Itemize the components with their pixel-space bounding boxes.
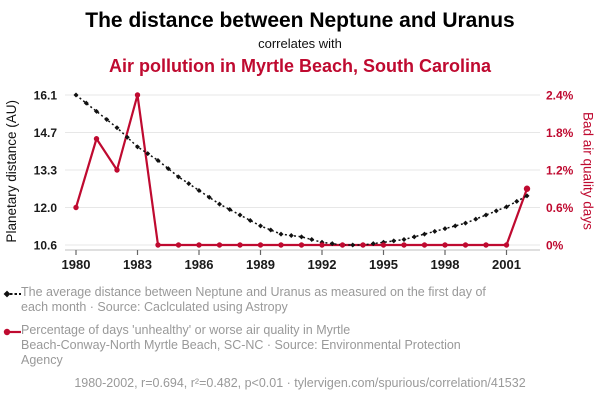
red-series-marker <box>339 242 346 248</box>
red-circle-line-icon <box>3 328 21 336</box>
red-series-marker <box>196 242 202 248</box>
black-series-marker <box>258 223 263 229</box>
black-series-marker <box>422 231 427 237</box>
black-series-marker <box>370 241 376 247</box>
red-series-marker <box>401 242 407 248</box>
x-tick-label: 1995 <box>369 257 398 272</box>
black-series-marker <box>309 237 315 243</box>
y-axis-title-right: Bad air quality days <box>579 95 597 247</box>
y-left-tick-label: 10.6 <box>34 239 58 253</box>
red-series-marker <box>155 242 161 248</box>
black-series-marker <box>268 227 274 233</box>
black-series-marker <box>452 223 458 229</box>
black-series-marker <box>442 226 448 232</box>
footer-citation: 1980-2002, r=0.694, r²=0.482, p<0.01 · t… <box>74 376 526 390</box>
red-series-marker <box>462 242 469 248</box>
red-series-end-marker <box>523 185 531 192</box>
black-series-marker <box>135 144 140 150</box>
legend-text-distance: The average distance between Neptune and… <box>21 285 486 314</box>
chart-area: Planetary distance (AU) Bad air quality … <box>0 85 600 277</box>
chart-subtitle: Air pollution in Myrtle Beach, South Car… <box>108 56 492 76</box>
y-left-tick-label: 12.0 <box>34 201 58 215</box>
black-series-marker <box>104 117 110 123</box>
y-right-tick-label: 1.2% <box>546 164 574 178</box>
black-series-marker <box>432 228 438 234</box>
black-series-marker <box>176 174 181 180</box>
red-series-marker <box>134 92 141 98</box>
y-axis-title-right-text: Bad air quality days <box>580 112 596 230</box>
red-series-marker <box>380 242 387 248</box>
black-series-marker <box>237 212 243 218</box>
red-series-marker <box>93 136 100 142</box>
red-series-marker <box>360 242 366 248</box>
black-series-marker <box>196 187 202 193</box>
y-right-tick-label: 2.4% <box>546 89 574 103</box>
black-series-marker <box>463 220 468 226</box>
legend: The average distance between Neptune and… <box>3 285 600 368</box>
red-series-marker <box>216 242 223 248</box>
black-series-marker <box>514 198 520 204</box>
x-tick-label: 1992 <box>308 257 337 272</box>
black-series-marker <box>247 217 253 223</box>
x-tick-label: 1983 <box>123 257 152 272</box>
black-series-marker <box>124 134 130 140</box>
y-left-tick-label: 16.1 <box>34 89 58 103</box>
black-series-marker <box>401 237 407 243</box>
black-series-marker <box>278 231 284 237</box>
black-series-marker <box>504 204 509 210</box>
black-diamond-dashed-icon <box>3 290 21 298</box>
red-series-marker <box>298 242 305 248</box>
black-series-marker <box>83 100 89 106</box>
black-series-marker <box>217 201 222 207</box>
black-series-marker <box>94 108 99 114</box>
black-series-marker <box>114 125 120 131</box>
red-series-marker <box>421 242 428 248</box>
black-series-marker <box>524 193 530 199</box>
correlates-with-label: correlates with <box>258 36 342 51</box>
black-series-marker <box>165 166 171 172</box>
x-tick-label: 1989 <box>246 257 275 272</box>
red-series-marker <box>73 204 79 211</box>
black-series-marker <box>73 92 79 98</box>
x-tick-label: 1986 <box>185 257 214 272</box>
black-series-marker <box>206 194 212 200</box>
y-left-tick-label: 13.3 <box>34 164 58 178</box>
black-series-marker <box>288 232 294 238</box>
y-right-tick-label: 1.8% <box>546 126 574 140</box>
red-series-marker <box>483 242 489 248</box>
page-title: The distance between Neptune and Uranus <box>85 9 515 32</box>
black-series-marker <box>299 234 304 240</box>
black-series-marker <box>227 207 233 213</box>
red-series-marker <box>114 167 120 173</box>
x-tick-label: 1980 <box>62 257 91 272</box>
legend-item-distance: The average distance between Neptune and… <box>3 285 600 315</box>
black-series-marker <box>473 216 479 222</box>
red-series-marker <box>175 242 182 248</box>
black-series-marker <box>329 241 335 247</box>
red-series-marker <box>442 242 448 248</box>
black-series-marker <box>493 208 499 214</box>
black-series-marker <box>186 181 192 187</box>
black-series-marker <box>350 242 356 248</box>
red-series-marker <box>257 242 264 248</box>
legend-item-air-quality: Percentage of days 'unhealthy' or worse … <box>3 323 600 368</box>
x-tick-label: 1998 <box>431 257 460 272</box>
x-tick-label: 2001 <box>492 257 521 272</box>
y-right-tick-label: 0.6% <box>546 201 574 215</box>
y-left-tick-label: 14.7 <box>34 126 58 140</box>
legend-text-air-quality: Percentage of days 'unhealthy' or worse … <box>21 323 461 367</box>
y-right-tick-label: 0% <box>546 239 564 253</box>
black-series-marker <box>391 238 397 244</box>
red-series-marker <box>503 242 510 248</box>
black-series-marker <box>411 234 417 240</box>
black-series-line <box>75 94 528 246</box>
red-series-marker <box>319 242 325 248</box>
red-series-marker <box>237 242 243 248</box>
black-series-marker <box>155 157 161 163</box>
chart-canvas: 16.1 2.4% 14.7 1.8% 13.3 1.2% 12.0 0.6% 10.6 0% 19… <box>34 89 574 273</box>
red-series-marker <box>278 242 284 248</box>
black-series-marker <box>145 151 151 157</box>
black-series-marker <box>483 212 489 218</box>
